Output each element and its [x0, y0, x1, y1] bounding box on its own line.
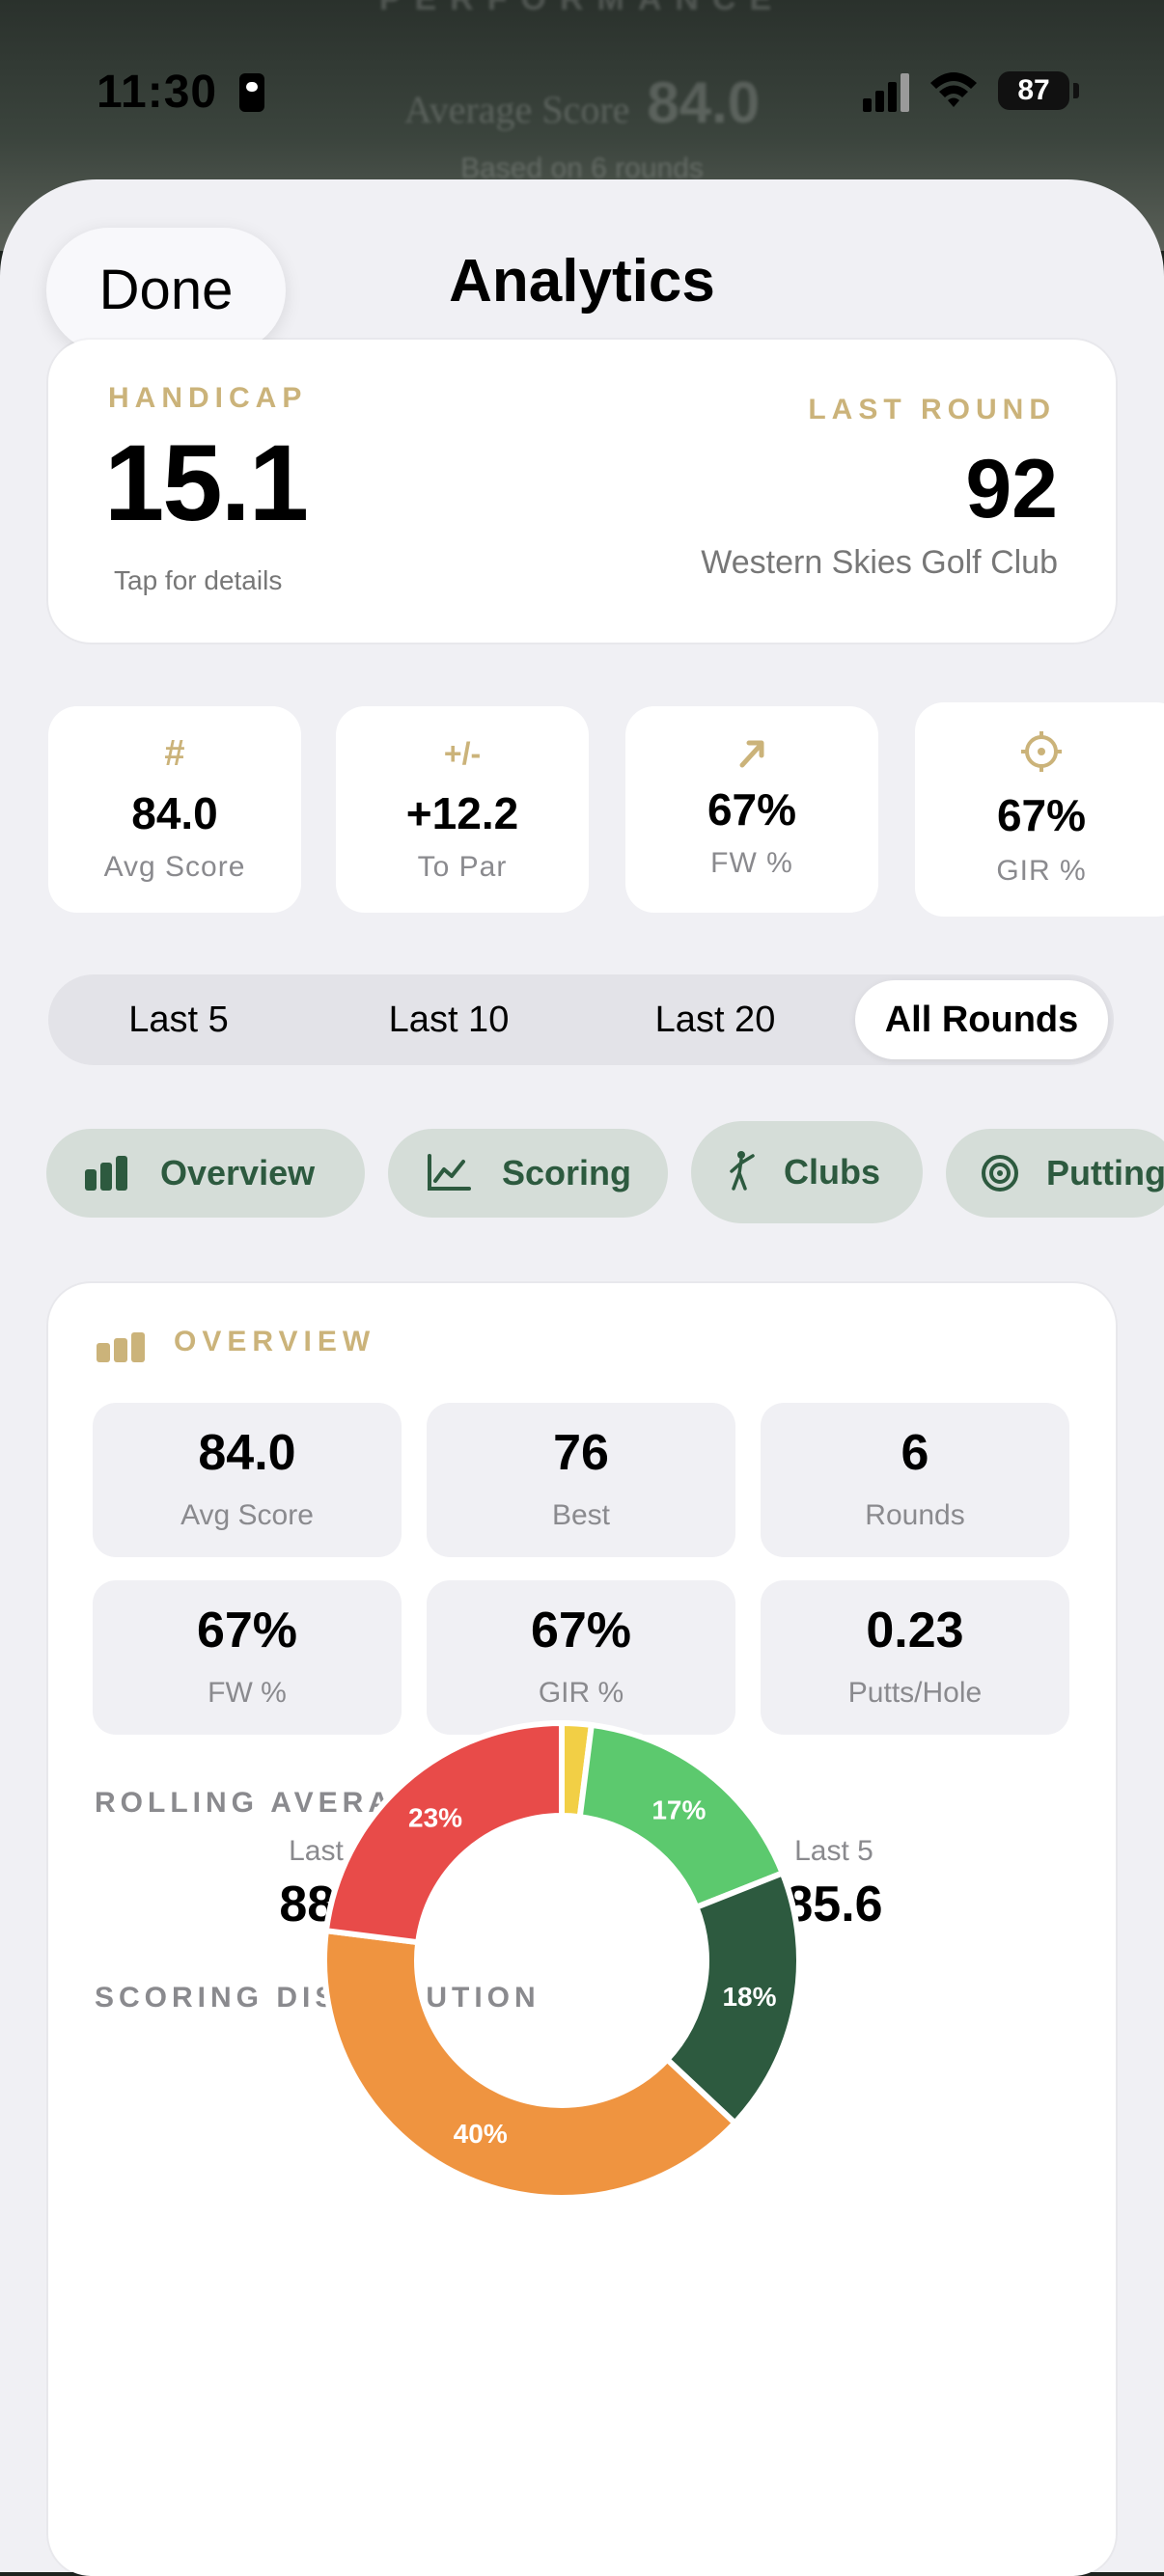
tile-best: 76 Best — [427, 1403, 735, 1557]
tile-value: 67% — [530, 1603, 632, 1658]
crosshair-icon — [1021, 731, 1062, 772]
hash-icon: # — [164, 733, 185, 774]
stat-card-gir: 67% GIR % — [915, 702, 1164, 917]
rolling-value: 85.6 — [785, 1877, 883, 1932]
tile-label: GIR % — [538, 1677, 624, 1709]
tile-value: 67% — [196, 1603, 298, 1658]
donut-slice-4 — [322, 1719, 565, 1946]
tile-gir: 67% GIR % — [427, 1580, 735, 1735]
rolling-label: Last 5 — [794, 1835, 873, 1867]
tile-label: FW % — [208, 1677, 287, 1709]
cellular-signal-icon — [863, 73, 909, 112]
stat-label: Avg Score — [103, 851, 246, 883]
filter-last-20[interactable]: Last 20 — [654, 1000, 776, 1040]
last-round-label: LAST ROUND — [808, 394, 1056, 425]
status-bar: 11:30 87 — [0, 0, 1164, 183]
background-average-label: Average Score — [403, 88, 630, 131]
scoring-distribution-heading: SCORING DISTRIBUTION — [95, 1982, 540, 2014]
tile-avg-score: 84.0 Avg Score — [93, 1403, 402, 1557]
stat-value: 84.0 — [131, 788, 218, 838]
arrow-up-right-icon — [739, 740, 764, 768]
tab-label: Putting — [1046, 1153, 1164, 1192]
tile-putts-per-hole: 0.23 Putts/Hole — [761, 1580, 1069, 1735]
rolling-last-5: Last 5 85.6 — [689, 1835, 979, 1933]
stat-label: FW % — [710, 847, 793, 879]
page-title: Analytics — [449, 248, 715, 315]
handicap-hint: Tap for details — [114, 565, 283, 595]
stat-value: 67% — [707, 784, 797, 835]
tab-overview[interactable]: Overview — [46, 1129, 365, 1218]
background-heading: PERFORMANCE — [0, 0, 1164, 18]
handicap-label: HANDICAP — [108, 382, 308, 414]
done-button[interactable]: Done — [46, 228, 286, 353]
filter-last-5[interactable]: Last 5 — [128, 1000, 229, 1040]
tile-value: 0.23 — [866, 1603, 964, 1658]
tile-label: Rounds — [865, 1499, 965, 1531]
background-average: Average Score 84.0 — [0, 69, 1164, 136]
bar-chart-icon — [97, 1332, 145, 1362]
overview-card: OVERVIEW 84.0 Avg Score 76 Best 6 Rounds… — [48, 1283, 1116, 2576]
last-round-score: 92 — [965, 443, 1058, 535]
donut-slice-3 — [321, 1927, 739, 2201]
tab-label: Scoring — [502, 1153, 632, 1192]
tab-clubs[interactable]: Clubs — [691, 1121, 923, 1223]
target-icon — [982, 1155, 1018, 1192]
stat-value: 67% — [996, 790, 1087, 840]
tile-fairway: 67% FW % — [93, 1580, 402, 1735]
donut-slice-label-2: 18% — [722, 1982, 776, 2012]
donut-slice-label-4: 23% — [408, 1802, 462, 1832]
tile-value: 6 — [901, 1425, 929, 1481]
plus-minus-icon: +/- — [443, 736, 482, 771]
stat-label: To Par — [417, 851, 508, 883]
round-filter-segmented-control: Last 5 Last 10 Last 20 All Rounds — [48, 974, 1114, 1065]
id-card-icon — [239, 73, 264, 112]
handicap-card[interactable]: HANDICAP 15.1 Tap for details LAST ROUND… — [48, 340, 1116, 643]
scoring-distribution-donut-chart: 17% 18% 40% 23% — [321, 1719, 802, 2201]
bar-chart-icon — [85, 1156, 127, 1191]
background-average-value: 84.0 — [647, 70, 761, 135]
golfer-icon — [730, 1151, 755, 1191]
line-chart-icon — [428, 1154, 471, 1191]
battery-icon — [1073, 83, 1079, 98]
stat-value: +12.2 — [405, 788, 519, 838]
tile-label: Best — [551, 1499, 611, 1531]
tab-putting[interactable]: Putting — [946, 1129, 1164, 1218]
tab-scoring[interactable]: Scoring — [388, 1129, 668, 1218]
tile-label: Avg Score — [180, 1499, 314, 1531]
status-time: 11:30 — [97, 67, 218, 118]
tile-rounds: 6 Rounds — [761, 1403, 1069, 1557]
filter-all-rounds[interactable]: All Rounds — [855, 980, 1108, 1059]
donut-slice-label-1: 17% — [651, 1795, 706, 1825]
tile-value: 84.0 — [198, 1425, 296, 1481]
battery-level: 87 — [998, 71, 1069, 110]
wifi-icon — [930, 72, 977, 107]
stat-card-fairway: 67% FW % — [625, 706, 878, 913]
stat-card-avg-score: # 84.0 Avg Score — [48, 706, 301, 913]
tab-label: Clubs — [784, 1152, 881, 1192]
stat-label: GIR % — [996, 855, 1087, 887]
overview-heading: OVERVIEW — [174, 1326, 376, 1357]
donut-slice-2 — [663, 1869, 802, 2127]
tile-label: Putts/Hole — [847, 1677, 983, 1709]
last-round-course: Western Skies Golf Club — [701, 544, 1058, 581]
background-based-on: Based on 6 rounds — [460, 152, 704, 184]
tab-label: Overview — [160, 1153, 316, 1192]
stat-card-to-par: +/- +12.2 To Par — [336, 706, 589, 913]
filter-last-10[interactable]: Last 10 — [388, 1000, 510, 1040]
donut-slice-label-3: 40% — [454, 2119, 508, 2149]
tile-value: 76 — [553, 1425, 609, 1481]
donut-slice-1 — [576, 1721, 787, 1911]
handicap-value: 15.1 — [104, 423, 309, 543]
